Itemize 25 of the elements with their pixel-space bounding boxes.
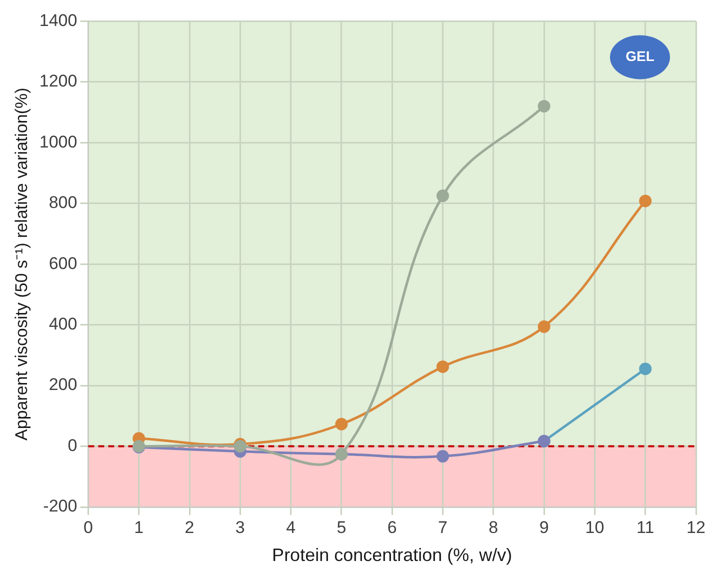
x-tick-label: 8: [488, 518, 498, 537]
x-tick-label: 5: [336, 518, 346, 537]
x-tick-label: 1: [134, 518, 144, 537]
x-tick-label: 12: [686, 518, 706, 537]
y-tick-label: 1400: [39, 10, 78, 30]
y-axis-title: Apparent viscosity (50 s⁻¹) relative variation(%): [12, 88, 31, 440]
x-tick-label: 11: [636, 518, 654, 537]
x-tick-label: 4: [286, 518, 296, 537]
y-tick-label: 0: [68, 436, 78, 455]
x-tick-label: 2: [184, 518, 194, 537]
y-tick-label: 400: [48, 314, 78, 334]
x-tick-label: 9: [539, 518, 549, 537]
x-tick-label: 3: [235, 518, 245, 537]
y-tick-label: 1000: [39, 132, 78, 152]
y-tick-label: -200: [43, 496, 78, 516]
y-tick-label: 600: [48, 254, 78, 273]
x-axis-title: Protein concentration (%, w/v): [272, 545, 512, 566]
x-tick-label: 0: [83, 518, 93, 537]
x-tick-label: 6: [387, 518, 397, 537]
y-tick-label: 200: [48, 375, 78, 394]
annotation: GEL: [626, 48, 655, 64]
x-tick-label: 10: [585, 518, 604, 537]
x-tick-label: 7: [438, 518, 448, 537]
y-tick-label: 1200: [39, 72, 78, 91]
y-tick-label: 800: [48, 193, 78, 212]
